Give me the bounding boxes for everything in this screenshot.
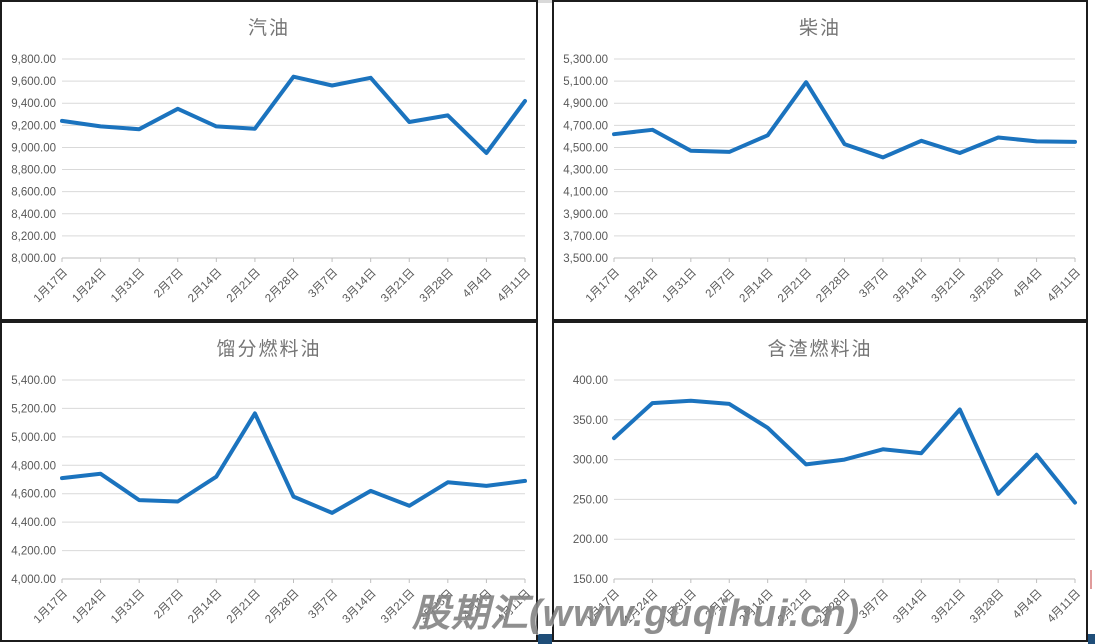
svg-text:350.00: 350.00: [573, 415, 608, 427]
chart-title-residual: 含渣燃料油: [767, 339, 873, 360]
svg-text:3,700.00: 3,700.00: [563, 231, 608, 243]
svg-text:4,100.00: 4,100.00: [563, 187, 608, 199]
chart-panel-gasoline: 汽油 9,800.00 9,600.00 9,400.00 9,200.00 9,000…: [0, 0, 538, 321]
svg-text:1月24日: 1月24日: [70, 267, 108, 305]
svg-text:8,200.00: 8,200.00: [11, 231, 56, 243]
svg-text:4,700.00: 4,700.00: [563, 120, 608, 132]
svg-text:9,800.00: 9,800.00: [11, 54, 56, 66]
svg-text:2月21日: 2月21日: [225, 267, 263, 305]
svg-text:3月7日: 3月7日: [306, 267, 340, 301]
gasoline-line-plot: 9,800.00 9,600.00 9,400.00 9,200.00 9,000.00…: [11, 54, 533, 305]
svg-text:8,600.00: 8,600.00: [11, 187, 56, 199]
svg-text:3月14日: 3月14日: [891, 267, 929, 305]
svg-text:5,300.00: 5,300.00: [563, 54, 608, 66]
svg-text:1月24日: 1月24日: [622, 267, 660, 305]
svg-text:3月7日: 3月7日: [857, 267, 891, 301]
chart-panel-residual: 含渣燃料油 400.00 350.00 300.00 250.00 200.00 150.…: [552, 321, 1088, 642]
svg-text:3月21日: 3月21日: [930, 267, 968, 305]
svg-text:4月4日: 4月4日: [461, 267, 495, 301]
chart-title-gasoline: 汽油: [247, 18, 290, 39]
right-edge-artifact: [1090, 570, 1092, 589]
svg-text:2月21日: 2月21日: [776, 267, 814, 305]
svg-text:9,600.00: 9,600.00: [11, 76, 56, 88]
svg-text:1月17日: 1月17日: [584, 267, 622, 305]
chart-panel-distillate: 馏分燃料油 5,400.00 5,200.00 5,000.00 4,800.00 4,…: [0, 321, 538, 642]
svg-text:3月7日: 3月7日: [306, 588, 340, 622]
svg-text:5,200.00: 5,200.00: [11, 403, 56, 415]
svg-text:2月7日: 2月7日: [152, 267, 186, 301]
svg-text:1月17日: 1月17日: [32, 267, 70, 305]
svg-text:250.00: 250.00: [573, 494, 608, 506]
svg-text:9,000.00: 9,000.00: [11, 142, 56, 154]
svg-text:8,000.00: 8,000.00: [11, 253, 56, 265]
bottom-navy-bar-gap: [538, 634, 552, 644]
svg-text:9,200.00: 9,200.00: [11, 120, 56, 132]
svg-text:400.00: 400.00: [573, 375, 608, 387]
svg-text:2月28日: 2月28日: [263, 267, 301, 305]
svg-text:3月21日: 3月21日: [930, 588, 968, 626]
svg-text:5,100.00: 5,100.00: [563, 76, 608, 88]
chart-title-diesel: 柴油: [798, 18, 841, 39]
svg-text:2月21日: 2月21日: [225, 588, 263, 626]
svg-text:300.00: 300.00: [573, 455, 608, 467]
svg-text:8,400.00: 8,400.00: [11, 209, 56, 221]
svg-text:8,800.00: 8,800.00: [11, 165, 56, 177]
svg-text:4,500.00: 4,500.00: [563, 142, 608, 154]
svg-text:3月14日: 3月14日: [340, 267, 378, 305]
svg-text:2月7日: 2月7日: [152, 588, 186, 622]
bottom-navy-bar-right: [1088, 634, 1095, 644]
svg-text:1月31日: 1月31日: [109, 267, 147, 305]
svg-text:3,500.00: 3,500.00: [563, 253, 608, 265]
svg-text:5,000.00: 5,000.00: [11, 432, 56, 444]
svg-text:4月4日: 4月4日: [1011, 588, 1045, 622]
svg-text:2月14日: 2月14日: [737, 267, 775, 305]
svg-text:4,900.00: 4,900.00: [563, 98, 608, 110]
residual-line-plot: 400.00350.00300.00250.00200.00150.001月17…: [573, 375, 1083, 626]
svg-text:3月7日: 3月7日: [857, 588, 891, 622]
svg-text:2月14日: 2月14日: [186, 588, 224, 626]
svg-text:2月28日: 2月28日: [814, 267, 852, 305]
watermark: 股期汇(www.guqihui.cn): [412, 593, 861, 635]
chart-title-distillate: 馏分燃料油: [216, 339, 322, 360]
svg-text:4,300.00: 4,300.00: [563, 165, 608, 177]
svg-text:3月28日: 3月28日: [418, 267, 456, 305]
svg-text:1月17日: 1月17日: [32, 588, 70, 626]
svg-text:2月14日: 2月14日: [186, 267, 224, 305]
svg-text:3月28日: 3月28日: [968, 588, 1006, 626]
svg-text:3月14日: 3月14日: [891, 588, 929, 626]
svg-text:4,600.00: 4,600.00: [11, 489, 56, 501]
svg-text:4,200.00: 4,200.00: [11, 546, 56, 558]
svg-text:3月14日: 3月14日: [340, 588, 378, 626]
svg-text:1月31日: 1月31日: [661, 267, 699, 305]
top-gap-strip: [538, 0, 552, 3]
svg-text:4,800.00: 4,800.00: [11, 460, 56, 472]
svg-text:4,400.00: 4,400.00: [11, 517, 56, 529]
svg-text:3月28日: 3月28日: [968, 267, 1006, 305]
svg-text:4月11日: 4月11日: [1045, 588, 1083, 626]
svg-text:4月4日: 4月4日: [1011, 267, 1045, 301]
svg-text:3月21日: 3月21日: [379, 267, 417, 305]
svg-text:1月31日: 1月31日: [109, 588, 147, 626]
svg-text:4,000.00: 4,000.00: [11, 574, 56, 586]
svg-text:150.00: 150.00: [573, 574, 608, 586]
svg-text:2月28日: 2月28日: [263, 588, 301, 626]
svg-text:4月11日: 4月11日: [495, 267, 533, 305]
chart-panel-diesel: 柴油 5,300.00 5,100.00 4,900.00 4,700.00 4,500…: [552, 0, 1088, 321]
svg-text:3,900.00: 3,900.00: [563, 209, 608, 221]
svg-text:1月24日: 1月24日: [70, 588, 108, 626]
svg-text:5,400.00: 5,400.00: [11, 375, 56, 387]
svg-text:9,400.00: 9,400.00: [11, 98, 56, 110]
diesel-line-plot: 5,300.00 5,100.00 4,900.00 4,700.00 4,500.00…: [563, 54, 1083, 305]
svg-text:4月11日: 4月11日: [1045, 267, 1083, 305]
svg-text:2月7日: 2月7日: [704, 267, 738, 301]
svg-text:200.00: 200.00: [573, 534, 608, 546]
distillate-line-plot: 5,400.00 5,200.00 5,000.00 4,800.00 4,600.00…: [11, 375, 533, 626]
